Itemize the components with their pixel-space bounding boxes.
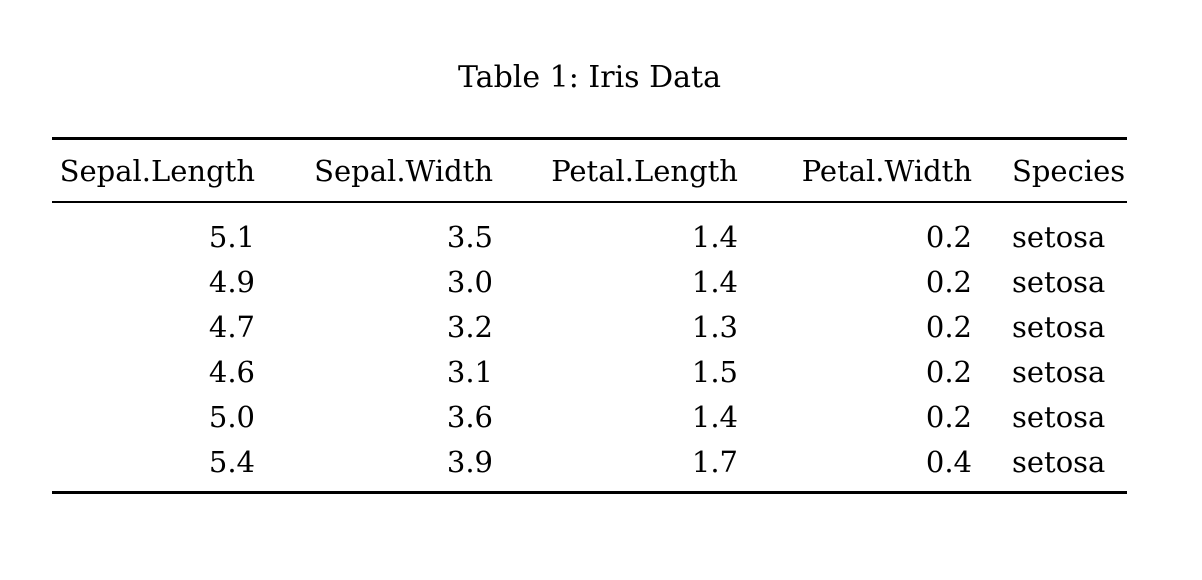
- table-cell: 0.4: [925, 445, 972, 479]
- table-cell: 3.0: [446, 265, 493, 299]
- table-cell: 1.4: [691, 265, 738, 299]
- table-cell: setosa: [1012, 355, 1106, 389]
- table-cell: 3.5: [446, 220, 493, 254]
- table-cell: 4.6: [208, 355, 255, 389]
- table-cell: 0.2: [925, 400, 972, 434]
- table-cell: 5.1: [208, 220, 255, 254]
- table-cell: 3.6: [446, 400, 493, 434]
- table-row: 4.6 3.1 1.5 0.2 setosa: [52, 350, 1127, 395]
- table-cell: 3.9: [446, 445, 493, 479]
- table-row: 5.0 3.6 1.4 0.2 setosa: [52, 395, 1127, 440]
- column-header: Sepal.Width: [255, 138, 493, 203]
- column-header: Sepal.Length: [52, 138, 255, 203]
- table-cell: setosa: [1012, 265, 1106, 299]
- table-cell: setosa: [1012, 445, 1106, 479]
- table-row: 5.4 3.9 1.7 0.4 setosa: [52, 440, 1127, 493]
- table-row: 4.9 3.0 1.4 0.2 setosa: [52, 260, 1127, 305]
- table-row: 4.7 3.2 1.3 0.2 setosa: [52, 305, 1127, 350]
- table-cell: 5.0: [208, 400, 255, 434]
- table-cell: 1.5: [691, 355, 738, 389]
- iris-data-table: Sepal.Length Sepal.Width Petal.Length Petal…: [52, 137, 1127, 494]
- table-cell: setosa: [1012, 310, 1106, 344]
- table-container: Table 1: Iris Data Sepal.Length Sepal.Wid…: [52, 0, 1127, 494]
- table-cell: 4.9: [208, 265, 255, 299]
- table-cell: 1.4: [691, 400, 738, 434]
- table-cell: 1.7: [691, 445, 738, 479]
- table-cell: setosa: [1012, 400, 1106, 434]
- column-header: Petal.Width: [738, 138, 972, 203]
- header-row: Sepal.Length Sepal.Width Petal.Length Petal…: [52, 138, 1127, 203]
- table-cell: 3.2: [446, 310, 493, 344]
- table-cell: 0.2: [925, 355, 972, 389]
- table-cell: 0.2: [925, 310, 972, 344]
- table-caption: Table 1: Iris Data: [458, 60, 721, 95]
- table-cell: 0.2: [925, 220, 972, 254]
- table-body: 5.1 3.5 1.4 0.2 setosa 4.9 3.0 1.4 0.2 setosa 4.7 3…: [52, 202, 1127, 493]
- table-cell: setosa: [1012, 220, 1106, 254]
- table-cell: 1.4: [691, 220, 738, 254]
- table-cell: 5.4: [208, 445, 255, 479]
- table-cell: 1.3: [691, 310, 738, 344]
- table-cell: 3.1: [446, 355, 493, 389]
- table-cell: 0.2: [925, 265, 972, 299]
- table-cell: 4.7: [208, 310, 255, 344]
- column-header: Petal.Length: [493, 138, 738, 203]
- table-row: 5.1 3.5 1.4 0.2 setosa: [52, 202, 1127, 260]
- column-header: Species: [972, 138, 1127, 203]
